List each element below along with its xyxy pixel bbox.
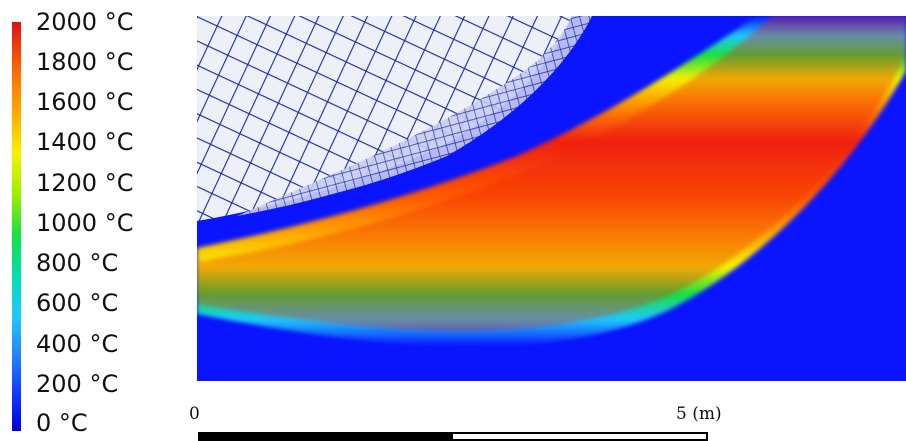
- colorbar-tick-1400: 1400 °C: [36, 128, 134, 156]
- temperature-field-plot: [197, 16, 906, 381]
- colorbar-tick-labels: 2000 °C 1800 °C 1600 °C 1400 °C 1200 °C …: [36, 0, 186, 441]
- colorbar-tick-400: 400 °C: [36, 330, 119, 358]
- colorbar-tick-600: 600 °C: [36, 289, 119, 317]
- colorbar-tick-0: 0 °C: [36, 409, 88, 437]
- hot-core: [197, 16, 906, 332]
- scale-bar-filled-segment: [200, 434, 453, 439]
- scale-zero-label: 0: [189, 404, 200, 424]
- mesh-region: [197, 16, 572, 221]
- colorbar-tick-2000: 2000 °C: [36, 8, 134, 36]
- colorbar-gradient: [12, 22, 21, 431]
- colorbar-tick-1600: 1600 °C: [36, 88, 134, 116]
- colorbar-tick-1000: 1000 °C: [36, 209, 134, 237]
- colorbar-tick-200: 200 °C: [36, 370, 119, 398]
- colorbar-tick-800: 800 °C: [36, 249, 119, 277]
- scale-bar: [198, 432, 708, 441]
- scale-five-meter-label: 5 (m): [676, 404, 722, 424]
- colorbar-tick-1200: 1200 °C: [36, 169, 134, 197]
- colorbar-tick-1800: 1800 °C: [36, 48, 134, 76]
